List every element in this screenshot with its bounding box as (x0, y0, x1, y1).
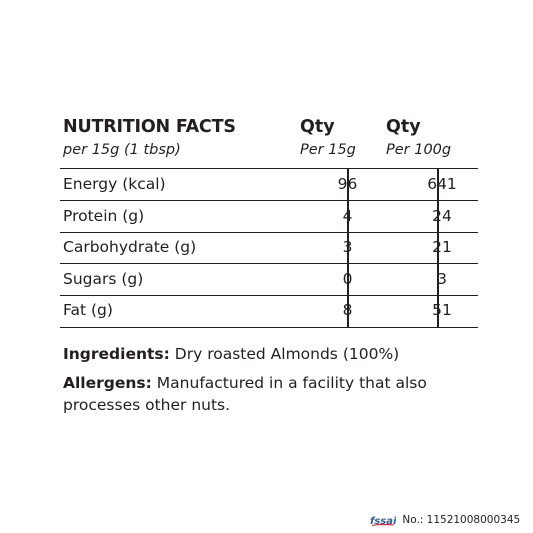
per-serving-subheader: Per 15g (300, 142, 356, 158)
value-per-100g: 24 (432, 206, 452, 225)
table-row: Protein (g) 4 24 (60, 201, 478, 233)
value-per-100g: 51 (432, 301, 452, 319)
ingredients-text: Dry roasted Almonds (100%) (174, 345, 400, 363)
fssai-license: fssai No.: 11521008000345 (370, 514, 520, 528)
column-divider (347, 169, 349, 327)
ingredients-label: Ingredients: (63, 345, 170, 363)
column-divider (437, 169, 439, 327)
value-per-100g: 3 (437, 269, 447, 288)
allergens-label: Allergens: (63, 374, 152, 392)
nutrient-name: Fat (g) (63, 301, 113, 319)
fssai-logo-icon: fssai (370, 516, 396, 526)
nutrient-name: Protein (g) (63, 206, 145, 225)
nutrient-name: Energy (kcal) (63, 175, 166, 193)
nutrition-table: Energy (kcal) 96 641 Protein (g) 4 24 Ca… (60, 168, 478, 328)
value-per-100g: 641 (427, 175, 457, 193)
fssai-license-number: No.: 11521008000345 (402, 514, 521, 526)
per-100g-subheader: Per 100g (386, 142, 452, 158)
table-row: Carbohydrate (g) 3 21 (60, 232, 478, 264)
fssai-logo-text: fssai (370, 516, 396, 526)
value-per-100g: 21 (432, 238, 452, 256)
serving-size: per 15g (1 tbsp) (63, 142, 181, 158)
value-per-15g: 96 (337, 175, 358, 193)
value-per-15g: 8 (342, 301, 353, 319)
qty-per-serving-header: Qty (300, 117, 335, 137)
allergens-statement: Allergens: Manufactured in a facility th… (63, 372, 463, 416)
value-per-15g: 4 (342, 206, 353, 225)
nutrition-facts-title: NUTRITION FACTS (63, 117, 236, 137)
nutrient-name: Carbohydrate (g) (63, 238, 197, 256)
nutrient-name: Sugars (g) (63, 269, 144, 288)
table-row: Energy (kcal) 96 641 (60, 169, 478, 201)
value-per-15g: 3 (342, 238, 353, 256)
value-per-15g: 0 (342, 269, 353, 288)
table-row: Sugars (g) 0 3 (60, 264, 478, 296)
allergens-text: Manufactured in a facility that also pro… (63, 374, 427, 414)
table-row: Fat (g) 8 51 (60, 295, 478, 326)
ingredients-statement: Ingredients: Dry roasted Almonds (100%) (63, 343, 463, 365)
qty-per-100g-header: Qty (386, 117, 421, 137)
